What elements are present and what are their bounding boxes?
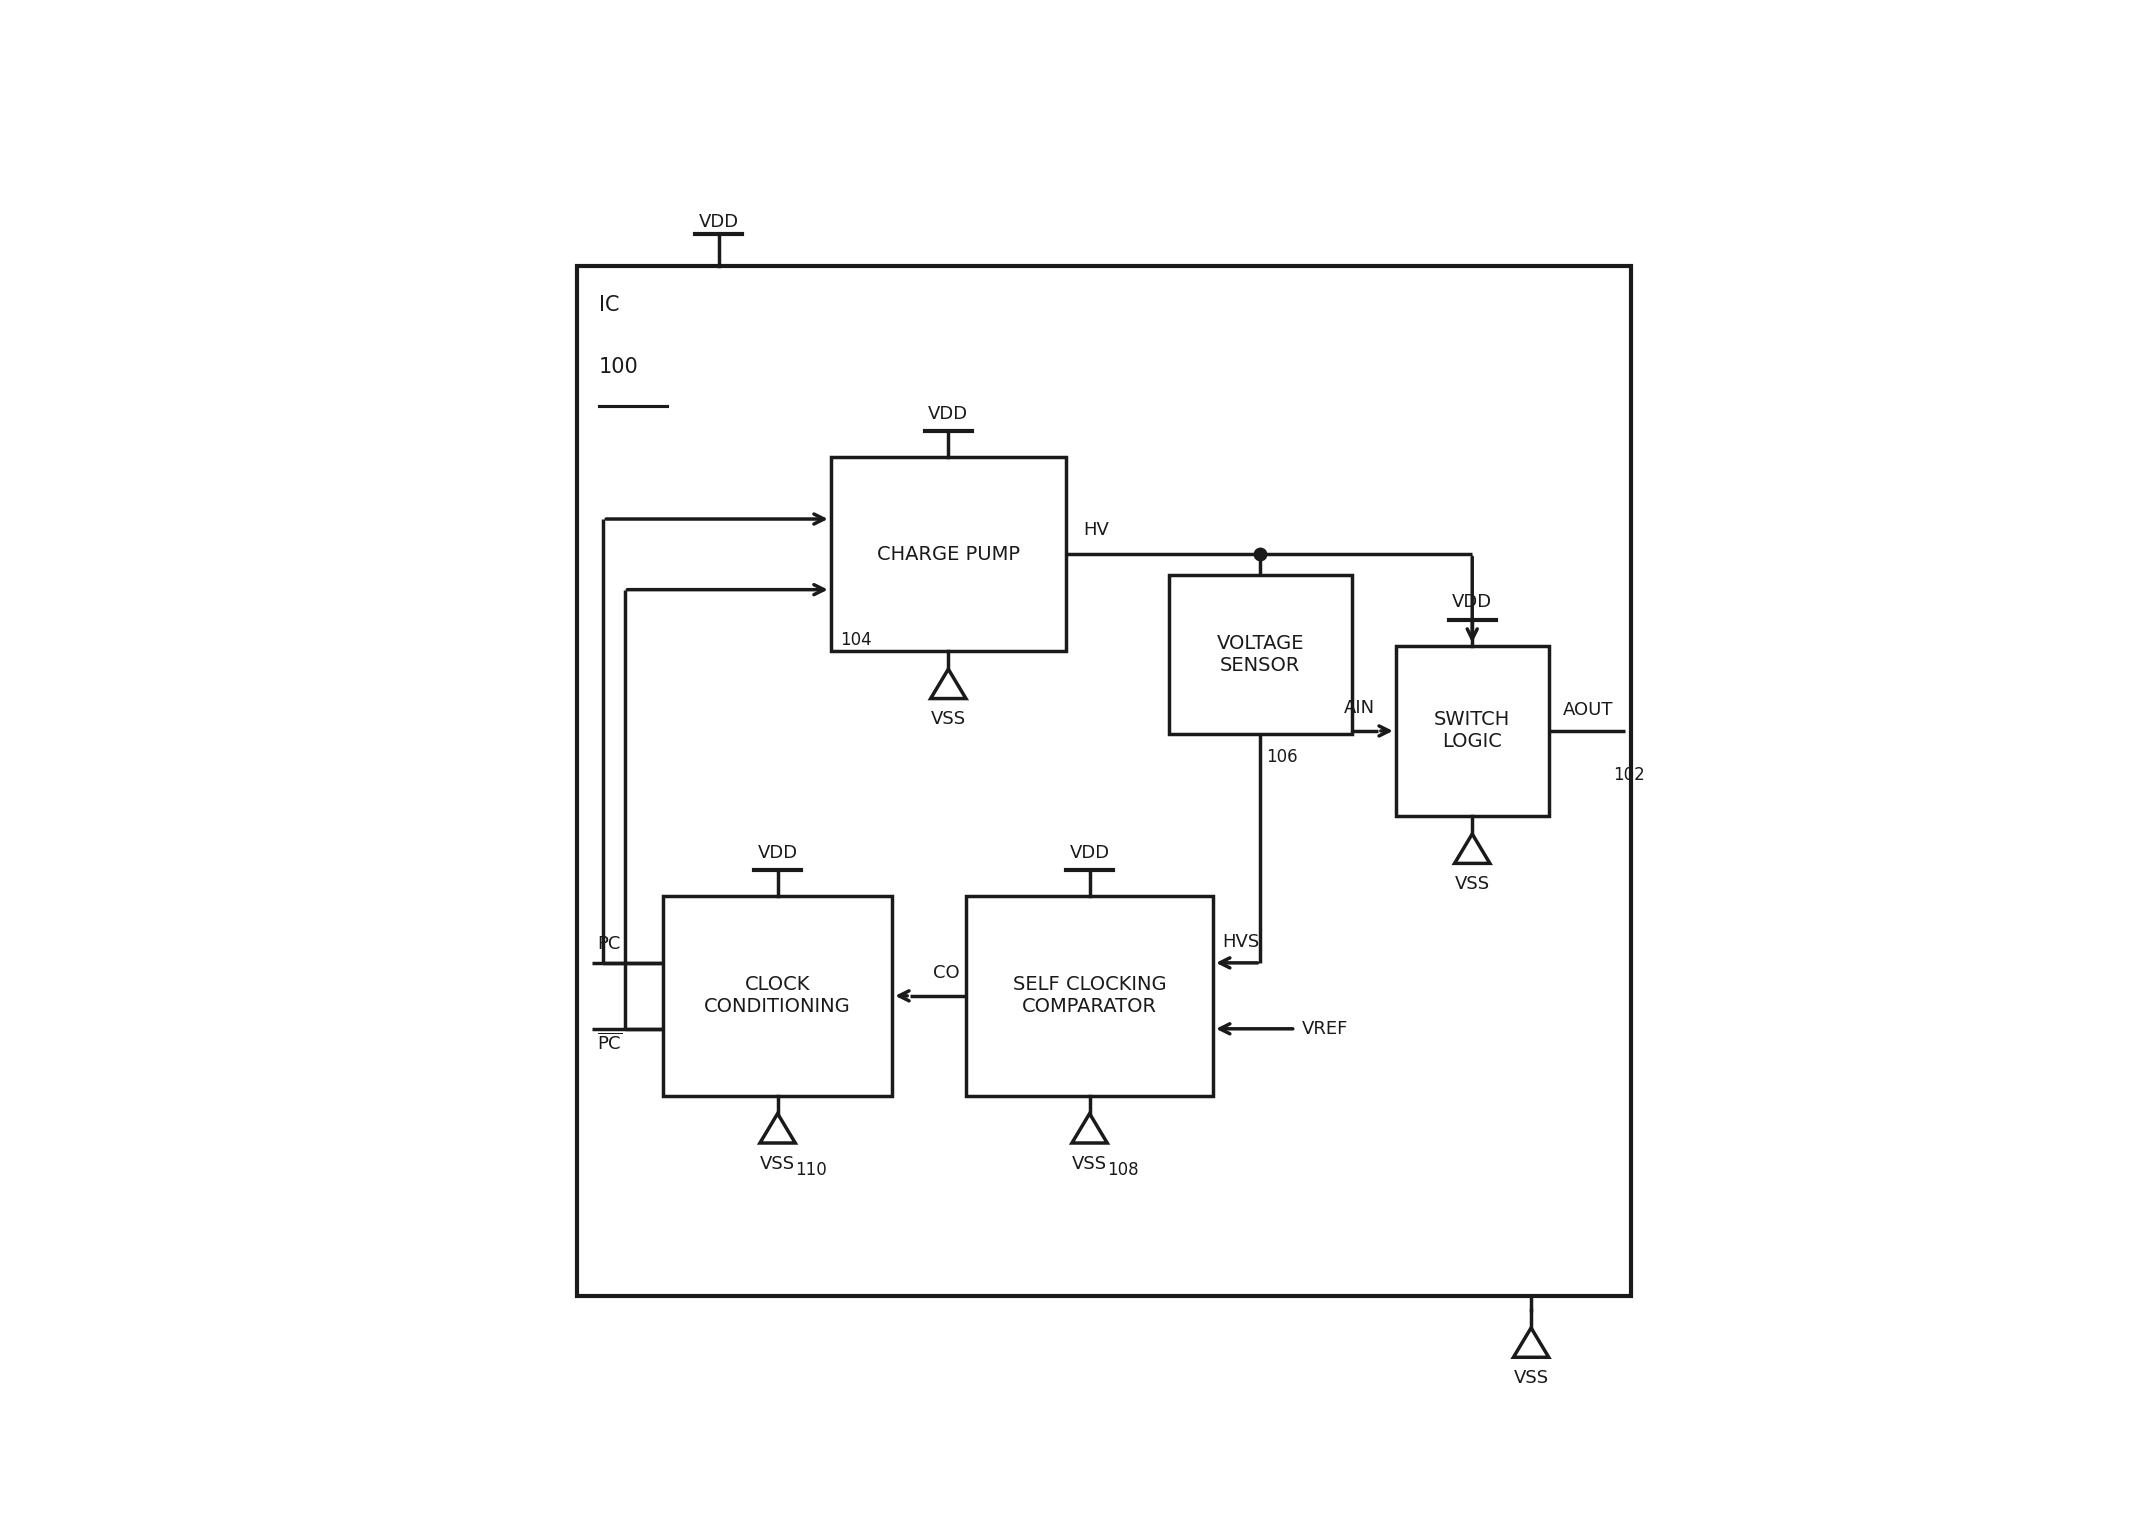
Polygon shape — [1513, 1327, 1549, 1358]
Text: IC: IC — [600, 295, 619, 315]
Polygon shape — [931, 670, 965, 699]
Bar — [1395, 645, 1549, 816]
Bar — [662, 896, 892, 1096]
Polygon shape — [761, 1113, 795, 1144]
Text: VDD: VDD — [759, 844, 797, 862]
Text: CHARGE PUMP: CHARGE PUMP — [877, 544, 1021, 564]
Text: 100: 100 — [600, 356, 638, 376]
Text: 108: 108 — [1107, 1161, 1139, 1179]
Text: VOLTAGE
SENSOR: VOLTAGE SENSOR — [1216, 635, 1304, 674]
Text: VSS: VSS — [1455, 875, 1489, 893]
Text: SWITCH
LOGIC: SWITCH LOGIC — [1433, 711, 1511, 751]
Bar — [830, 457, 1066, 651]
Text: VSS: VSS — [761, 1154, 795, 1173]
Text: 102: 102 — [1614, 766, 1646, 784]
Text: VDD: VDD — [1453, 593, 1491, 612]
Text: VSS: VSS — [1072, 1154, 1107, 1173]
Text: CO: CO — [933, 963, 961, 982]
Polygon shape — [1072, 1113, 1107, 1144]
Text: VDD: VDD — [698, 213, 739, 231]
Text: AOUT: AOUT — [1562, 702, 1614, 719]
Text: VDD: VDD — [928, 405, 969, 424]
Text: HV: HV — [1083, 521, 1109, 540]
Text: PC: PC — [597, 936, 621, 954]
Bar — [578, 266, 1631, 1297]
Text: $\overline{\mathrm{PC}}$: $\overline{\mathrm{PC}}$ — [597, 1032, 623, 1053]
Text: SELF CLOCKING
COMPARATOR: SELF CLOCKING COMPARATOR — [1012, 976, 1167, 1017]
Bar — [965, 896, 1214, 1096]
Polygon shape — [1455, 833, 1489, 864]
Text: VSS: VSS — [931, 711, 965, 728]
Bar — [1169, 575, 1352, 734]
Text: VSS: VSS — [1513, 1368, 1549, 1387]
Text: VREF: VREF — [1302, 1020, 1347, 1038]
Text: VDD: VDD — [1070, 844, 1109, 862]
Text: AIN: AIN — [1343, 699, 1375, 717]
Text: HVS: HVS — [1223, 933, 1259, 951]
Text: 110: 110 — [795, 1161, 827, 1179]
Text: 106: 106 — [1266, 748, 1298, 766]
Text: 104: 104 — [840, 631, 872, 648]
Text: CLOCK
CONDITIONING: CLOCK CONDITIONING — [705, 976, 851, 1017]
